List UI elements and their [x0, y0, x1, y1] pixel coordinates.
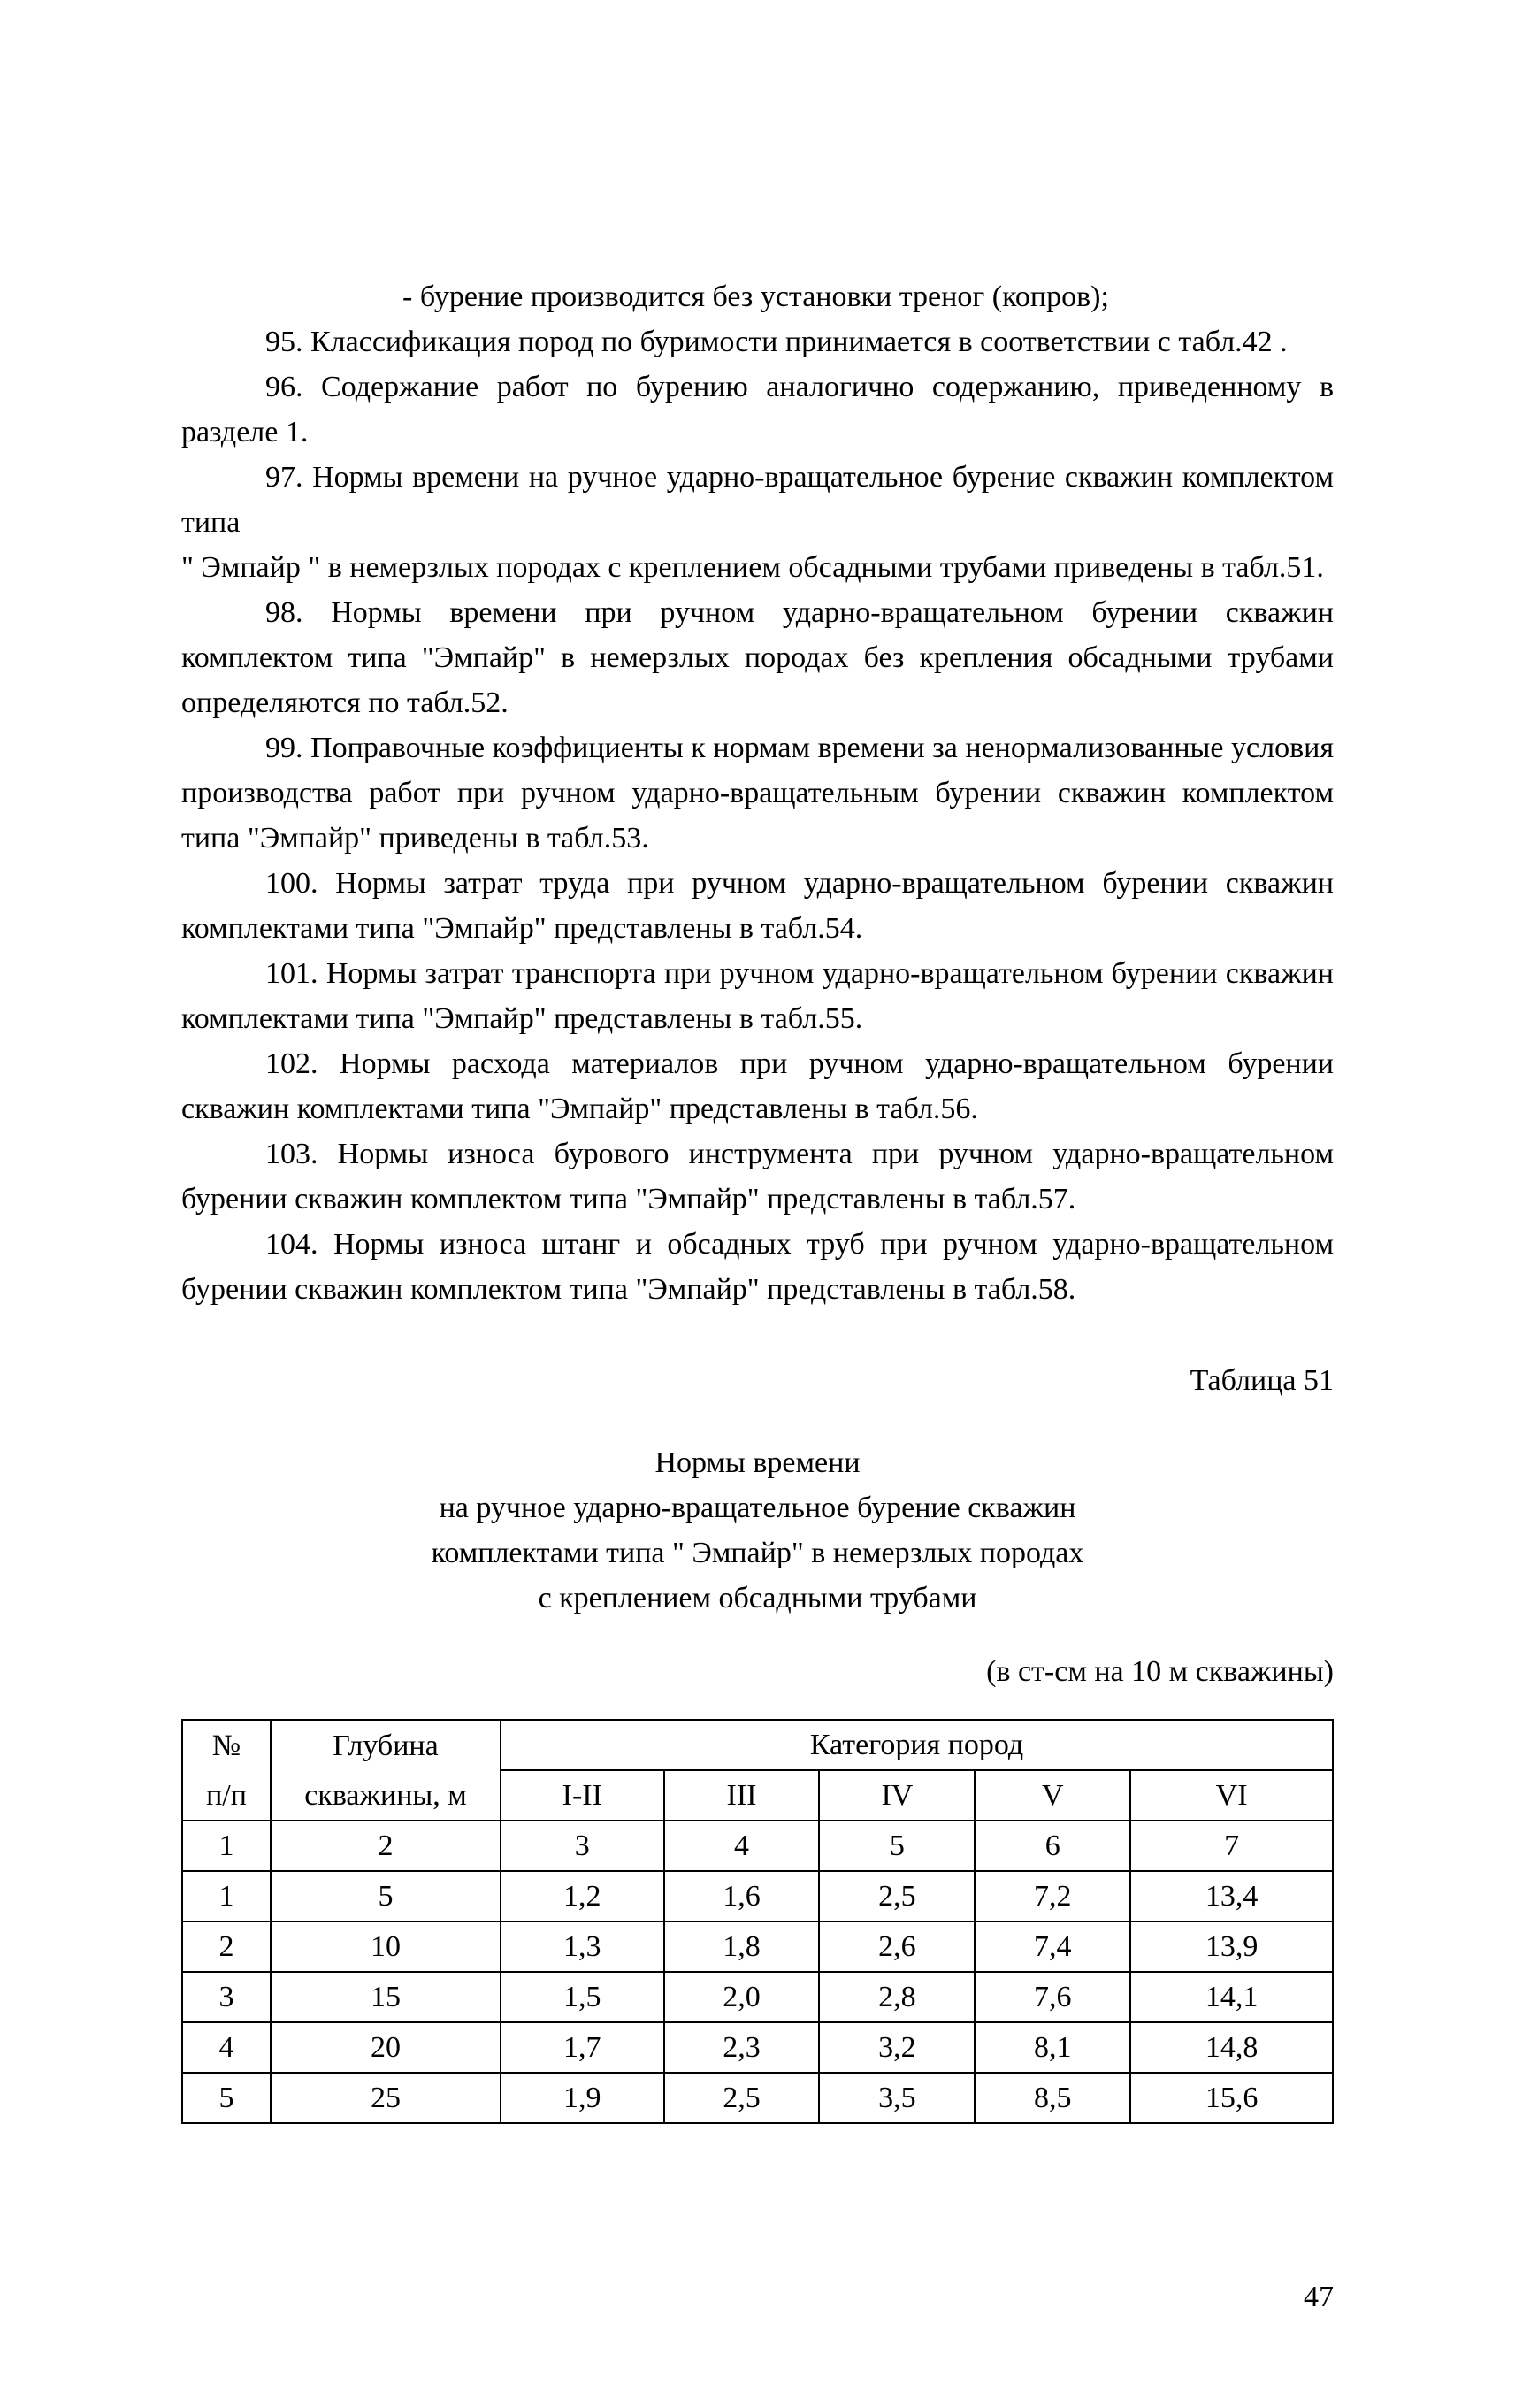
header-cat-3: IV — [819, 1770, 975, 1821]
para-102: 102. Нормы расхода материалов при ручном… — [181, 1041, 1334, 1131]
page-number: 47 — [181, 2274, 1334, 2320]
para-101: 101. Нормы затрат транспорта при ручном … — [181, 951, 1334, 1041]
cell: 4 — [182, 2022, 271, 2073]
cell: 15 — [271, 1972, 501, 2022]
cell: 7,4 — [975, 1921, 1130, 1972]
cell: 2,5 — [664, 2073, 820, 2123]
cell: 10 — [271, 1921, 501, 1972]
table-row: 1 5 1,2 1,6 2,5 7,2 13,4 — [182, 1871, 1333, 1921]
cell: 1,3 — [501, 1921, 664, 1972]
cell: 1,8 — [664, 1921, 820, 1972]
cell: 1,7 — [501, 2022, 664, 2073]
cell: 14,1 — [1130, 1972, 1333, 2022]
cell: 3 — [182, 1972, 271, 2022]
data-table: № Глубина Категория пород п/п скважины, … — [181, 1719, 1334, 2124]
seq-6: 6 — [975, 1821, 1130, 1871]
cell: 25 — [271, 2073, 501, 2123]
seq-1: 1 — [182, 1821, 271, 1871]
header-depth-line1: Глубина — [271, 1720, 501, 1770]
para-98: 98. Нормы времени при ручном ударно-вращ… — [181, 590, 1334, 725]
cell: 20 — [271, 2022, 501, 2073]
unit-note: (в ст-см на 10 м скважины) — [181, 1649, 1334, 1694]
table-header-row-1: № Глубина Категория пород — [182, 1720, 1333, 1770]
cell: 1,9 — [501, 2073, 664, 2123]
cell: 3,5 — [819, 2073, 975, 2123]
cell: 1,5 — [501, 1972, 664, 2022]
table-header-row-2: п/п скважины, м I-II III IV V VI — [182, 1770, 1333, 1821]
cell: 5 — [271, 1871, 501, 1921]
header-cat-2: III — [664, 1770, 820, 1821]
cell: 2,5 — [819, 1871, 975, 1921]
cell: 2,6 — [819, 1921, 975, 1972]
table-label: Таблица 51 — [181, 1358, 1334, 1403]
cell: 1,2 — [501, 1871, 664, 1921]
cell: 8,5 — [975, 2073, 1130, 2123]
para-100: 100. Нормы затрат труда при ручном ударн… — [181, 861, 1334, 951]
table-title-1: Нормы времени — [181, 1440, 1334, 1485]
table-title-4: с креплением обсадными трубами — [181, 1576, 1334, 1621]
seq-4: 4 — [664, 1821, 820, 1871]
cell: 5 — [182, 2073, 271, 2123]
cell: 14,8 — [1130, 2022, 1333, 2073]
table-row: 2 10 1,3 1,8 2,6 7,4 13,9 — [182, 1921, 1333, 1972]
para-95: 95. Классификация пород по буримости при… — [181, 319, 1334, 364]
cell: 1 — [182, 1871, 271, 1921]
table-row: 3 15 1,5 2,0 2,8 7,6 14,1 — [182, 1972, 1333, 2022]
header-cat-4: V — [975, 1770, 1130, 1821]
para-97: 97. Нормы времени на ручное ударно-враща… — [181, 455, 1334, 545]
cell: 3,2 — [819, 2022, 975, 2073]
table-row: 5 25 1,9 2,5 3,5 8,5 15,6 — [182, 2073, 1333, 2123]
header-depth-line2: скважины, м — [271, 1770, 501, 1821]
para-104: 104. Нормы износа штанг и обсадных труб … — [181, 1222, 1334, 1312]
header-num-line2: п/п — [182, 1770, 271, 1821]
para-103: 103. Нормы износа бурового инструмента п… — [181, 1131, 1334, 1222]
table-title-2: на ручное ударно-вращательное бурение ск… — [181, 1485, 1334, 1530]
table-title-3: комплектами типа " Эмпайр" в немерзлых п… — [181, 1530, 1334, 1576]
seq-3: 3 — [501, 1821, 664, 1871]
table-row: 4 20 1,7 2,3 3,2 8,1 14,8 — [182, 2022, 1333, 2073]
cell: 2,0 — [664, 1972, 820, 2022]
para-97b: " Эмпайр " в немерзлых породах с креплен… — [181, 545, 1334, 590]
seq-7: 7 — [1130, 1821, 1333, 1871]
seq-2: 2 — [271, 1821, 501, 1871]
cell: 2,8 — [819, 1972, 975, 2022]
header-num-line1: № — [182, 1720, 271, 1770]
cell: 2 — [182, 1921, 271, 1972]
cell: 2,3 — [664, 2022, 820, 2073]
bullet-line: - бурение производится без установки тре… — [181, 274, 1334, 319]
cell: 15,6 — [1130, 2073, 1333, 2123]
cell: 13,9 — [1130, 1921, 1333, 1972]
cell: 7,6 — [975, 1972, 1130, 2022]
cell: 13,4 — [1130, 1871, 1333, 1921]
para-96: 96. Содержание работ по бурению аналогич… — [181, 364, 1334, 455]
header-cat-1: I-II — [501, 1770, 664, 1821]
header-category-group: Категория пород — [501, 1720, 1333, 1770]
cell: 8,1 — [975, 2022, 1130, 2073]
para-99: 99. Поправочные коэффициенты к нормам вр… — [181, 725, 1334, 861]
seq-5: 5 — [819, 1821, 975, 1871]
header-cat-5: VI — [1130, 1770, 1333, 1821]
table-seq-row: 1 2 3 4 5 6 7 — [182, 1821, 1333, 1871]
cell: 7,2 — [975, 1871, 1130, 1921]
cell: 1,6 — [664, 1871, 820, 1921]
